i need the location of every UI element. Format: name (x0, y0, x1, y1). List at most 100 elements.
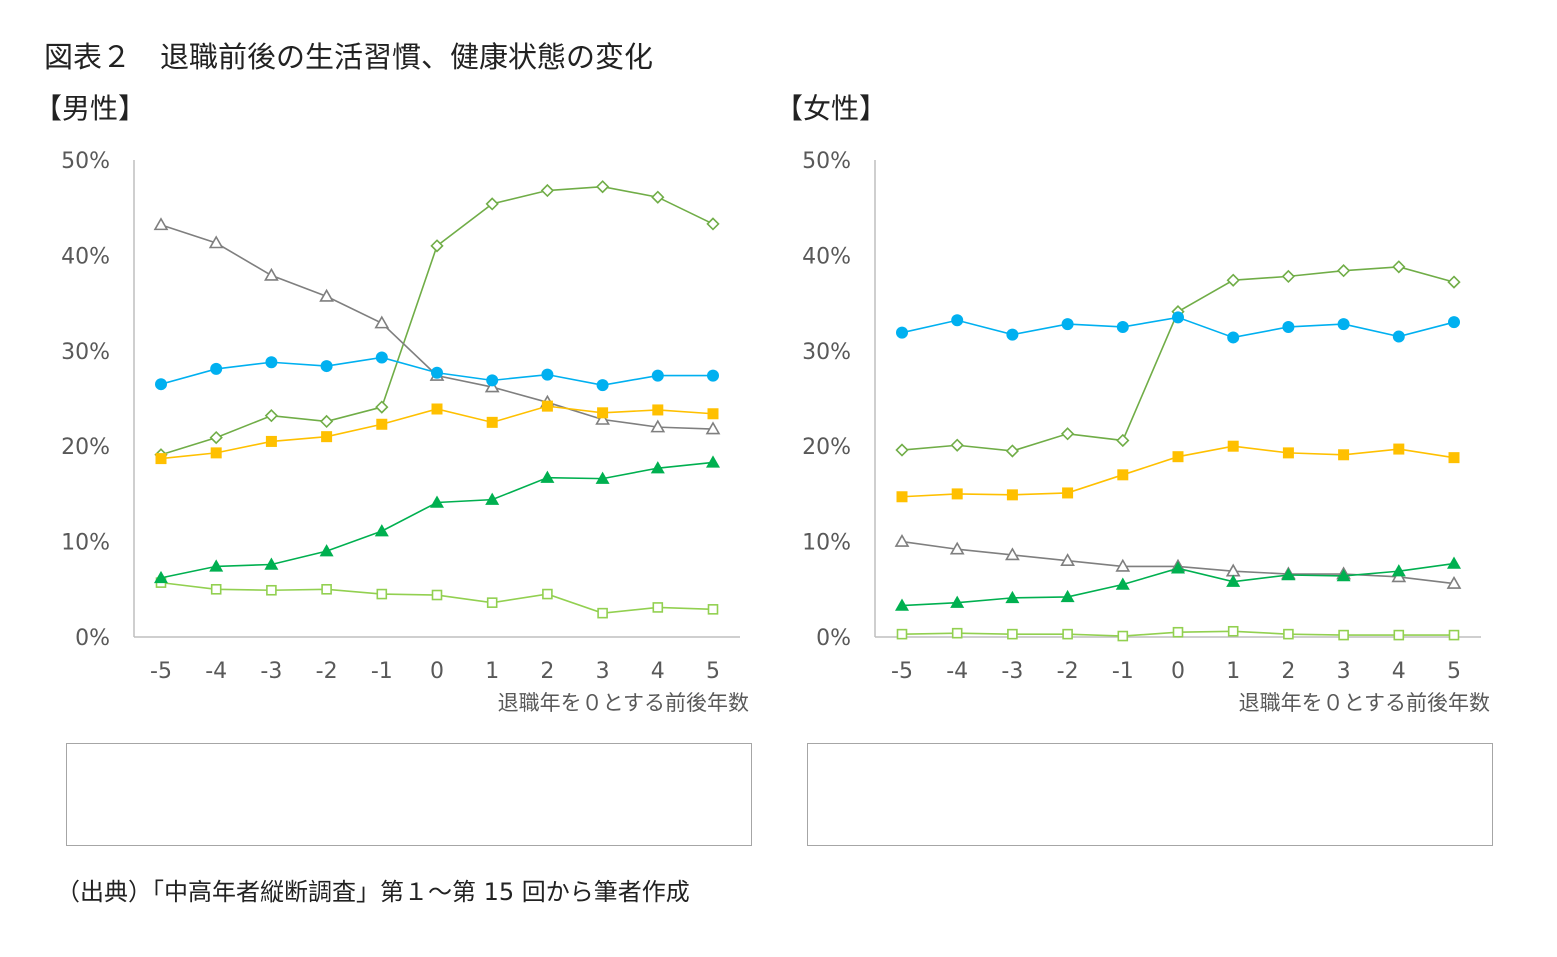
data-point-health_bad (1338, 449, 1350, 461)
data-point-health_bad (541, 400, 553, 412)
y-tick-label: 10% (802, 531, 851, 556)
data-point-smoking (264, 267, 279, 281)
data-point-stress (1172, 311, 1184, 324)
series-line-hospital (160, 461, 714, 579)
legend-box-male (66, 743, 752, 846)
y-tick-label: 40% (61, 244, 110, 269)
x-tick-label: 4 (651, 659, 665, 684)
data-point-health_bad (1448, 452, 1460, 464)
data-point-exercise (1226, 273, 1240, 287)
data-point-exercise (1336, 264, 1351, 278)
data-point-hospital (1171, 561, 1185, 574)
data-point-health_bad (155, 453, 167, 465)
data-point-hospital (264, 557, 279, 570)
x-tick-label: -1 (1112, 659, 1134, 684)
data-point-smoking (705, 421, 721, 435)
data-point-exercise (706, 217, 720, 231)
x-axis-title: 退職年を０とする前後年数 (498, 691, 749, 715)
data-point-stress (1061, 318, 1074, 331)
y-tick-label: 10% (61, 531, 110, 556)
x-tick-label: 2 (1281, 659, 1295, 684)
y-tick-label: 50% (802, 149, 851, 174)
data-point-drinking (1117, 630, 1129, 642)
data-point-stress (155, 378, 167, 391)
series-hospital (895, 556, 1461, 611)
data-point-health_bad (486, 416, 498, 428)
data-point-hospital (1005, 590, 1020, 604)
data-point-stress (707, 369, 719, 382)
data-point-exercise (430, 239, 444, 253)
series-exercise (895, 260, 1461, 458)
data-point-stress (1116, 320, 1129, 333)
data-point-drinking (266, 584, 277, 596)
series-health_bad (155, 400, 719, 465)
data-point-exercise (1060, 427, 1075, 441)
x-tick-label: -3 (1001, 659, 1023, 684)
x-tick-label: -4 (205, 659, 227, 684)
data-point-drinking (951, 627, 963, 639)
data-point-health_bad (652, 404, 664, 416)
series-hospital (154, 455, 720, 584)
data-point-health_bad (1227, 440, 1239, 452)
data-point-drinking (486, 597, 498, 608)
data-point-stress (1227, 331, 1240, 344)
data-point-health_bad (431, 403, 443, 415)
series-exercise (154, 180, 720, 462)
series-stress (155, 351, 719, 392)
page-title: 図表２ 退職前後の生活習慣、健康状態の変化 (44, 40, 654, 74)
data-point-drinking (1338, 629, 1349, 641)
data-point-hospital (1115, 577, 1130, 590)
series-drinking (155, 577, 719, 619)
x-tick-label: -4 (946, 659, 968, 684)
panel-label-male: 【男性】 (34, 92, 146, 125)
data-point-exercise (1116, 433, 1130, 448)
data-point-exercise (209, 430, 223, 445)
data-point-drinking (707, 604, 719, 615)
data-point-drinking (1172, 626, 1184, 638)
data-point-stress (1337, 318, 1350, 331)
series-stress (896, 311, 1460, 344)
data-point-smoking (949, 541, 965, 555)
data-point-exercise (375, 400, 389, 414)
data-point-health_bad (321, 431, 333, 443)
data-point-exercise (319, 414, 334, 429)
data-point-stress (896, 326, 908, 339)
data-point-smoking (208, 235, 224, 249)
data-point-stress (375, 351, 388, 364)
data-point-drinking (1227, 625, 1239, 637)
data-point-exercise (895, 443, 909, 457)
data-point-stress (210, 362, 223, 375)
data-point-smoking (153, 217, 169, 231)
data-point-drinking (542, 588, 553, 600)
y-tick-label: 20% (802, 435, 851, 460)
data-point-hospital (895, 598, 909, 611)
series-line-smoking (160, 224, 714, 430)
data-point-hospital (1226, 574, 1241, 587)
data-point-hospital (485, 492, 500, 505)
x-tick-label: -1 (371, 659, 393, 684)
data-point-drinking (896, 628, 908, 640)
y-tick-label: 30% (61, 340, 110, 365)
data-point-hospital (650, 461, 665, 474)
series-drinking (896, 625, 1460, 642)
data-point-stress (265, 356, 278, 369)
legend-box-female (807, 743, 1493, 846)
x-tick-label: 5 (1447, 659, 1461, 684)
data-point-stress (596, 379, 609, 392)
data-point-smoking (1446, 575, 1462, 589)
data-point-stress (1392, 330, 1405, 343)
data-point-hospital (950, 595, 965, 608)
y-tick-label: 0% (816, 626, 851, 651)
data-point-exercise (1281, 269, 1296, 284)
data-point-smoking (319, 288, 334, 302)
data-point-drinking (652, 602, 664, 613)
chart-male: 【男性】 0% 10% 20% 30% 40% 50% -5 -4 -3 -2 -1 0 1 2 3 4 5 退職年… (34, 92, 749, 841)
data-point-drinking (431, 589, 443, 601)
data-point-health_bad (707, 408, 719, 420)
x-tick-label: 1 (485, 659, 499, 684)
data-point-smoking (1060, 553, 1075, 566)
x-tick-label: 1 (1226, 659, 1240, 684)
data-point-hospital (209, 559, 224, 572)
data-point-exercise (651, 190, 665, 204)
data-point-hospital (430, 495, 444, 508)
